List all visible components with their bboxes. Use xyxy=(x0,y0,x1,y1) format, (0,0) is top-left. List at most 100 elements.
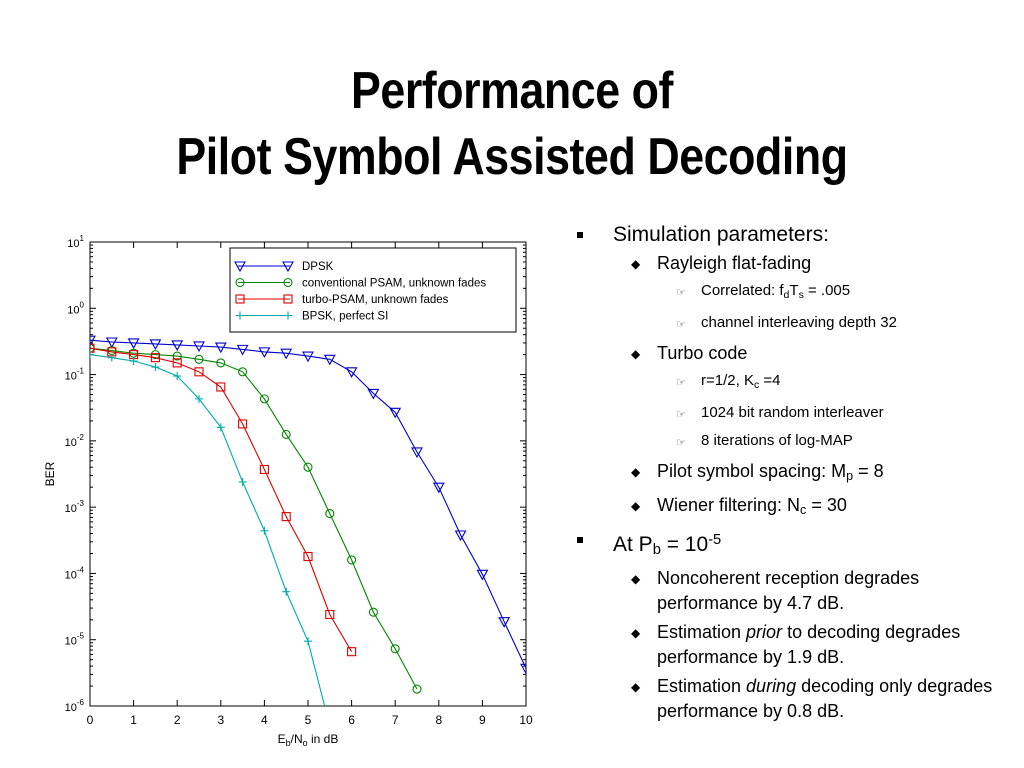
square-marker xyxy=(194,367,204,377)
diamond-bullet-icon: ◆ xyxy=(631,626,641,640)
bullet-at-pb: At Pb = 10-5 ◆ Noncoherent reception deg… xyxy=(575,527,1015,724)
at-mid: = 10 xyxy=(660,533,709,556)
plus-marker xyxy=(107,353,116,362)
triangle-down-marker xyxy=(234,261,246,273)
bullet-rate: ☞ r=1/2, Kc =4 xyxy=(575,371,1015,395)
triangle-down-marker xyxy=(214,342,227,354)
legend-box xyxy=(229,247,517,333)
triangle-down-marker xyxy=(302,351,314,363)
bullet-during: ◆ Estimation during decoding only degrad… xyxy=(575,674,1015,724)
triangle-down-marker xyxy=(236,344,249,356)
bullet-interleaving: ☞ channel interleaving depth 32 xyxy=(575,313,1015,333)
legend-label: conventional PSAM, unknown fades xyxy=(302,278,486,290)
diamond-bullet-icon: ◆ xyxy=(631,680,641,694)
x-label-sub-o: o xyxy=(303,738,308,748)
ber-chart: 0 1 2 3 4 5 6 7 8 9 10 10110010-110-210-310-410-51… xyxy=(43,234,533,748)
y-tick-label: 101 xyxy=(67,234,84,250)
x-label-tail: in dB xyxy=(308,732,339,746)
series-line xyxy=(90,347,353,652)
plus-marker xyxy=(90,350,94,359)
y-tick-label: 10-5 xyxy=(65,632,85,648)
pilot-value: = 8 xyxy=(853,461,884,481)
rate-prefix: r=1/2, K xyxy=(701,372,754,389)
diamond-bullet-icon: ◆ xyxy=(631,347,641,361)
plus-marker xyxy=(216,423,225,432)
circle-marker xyxy=(235,277,245,288)
circle-marker xyxy=(325,509,335,519)
diamond-bullet-icon: ◆ xyxy=(631,499,641,513)
series-layer xyxy=(90,335,526,706)
x-tick-label: 8 xyxy=(435,713,442,727)
y-tick-label: 10-6 xyxy=(65,698,85,714)
at-sup: -5 xyxy=(708,532,722,548)
pilot-prefix: Pilot symbol spacing: M xyxy=(657,461,847,481)
triangle-down-marker xyxy=(323,354,336,366)
legend: DPSK conventional PSAM, unknown fades turb… xyxy=(229,247,517,333)
legend-entry: turbo-PSAM, unknown fades xyxy=(235,294,449,306)
diamond-bullet-icon: ◆ xyxy=(631,572,641,586)
plus-marker xyxy=(238,477,247,486)
x-label-sub-b: b xyxy=(286,738,291,748)
x-label-n: /N xyxy=(291,732,303,746)
square-marker xyxy=(283,294,293,304)
pointing-hand-bullet-icon: ☞ xyxy=(676,437,686,449)
bullet-turbo-code: ◆ Turbo code ☞ r=1/2, Kc =4 ☞ 1024 bit r… xyxy=(575,341,1015,451)
x-tick-label: 10 xyxy=(519,713,533,727)
triangle-down-marker xyxy=(105,337,118,349)
x-tick-label: 0 xyxy=(87,713,94,727)
pointing-hand-bullet-icon: ☞ xyxy=(676,409,686,421)
square-marker xyxy=(347,647,357,657)
square-marker xyxy=(238,419,248,429)
correlated-sub-d: d xyxy=(783,289,790,301)
series-line xyxy=(90,339,526,669)
series-1 xyxy=(90,343,422,694)
plus-marker xyxy=(129,357,138,366)
legend-entry: BPSK, perfect SI xyxy=(236,311,388,323)
square-marker xyxy=(281,512,291,522)
bullet-text: Rayleigh flat-fading xyxy=(657,253,812,273)
square-marker xyxy=(303,551,313,562)
bullet-text: Noncoherent reception degrades performan… xyxy=(657,568,920,613)
series-line xyxy=(90,354,326,706)
circle-marker xyxy=(216,358,226,368)
title-line-2: Pilot Symbol Assisted Decoding xyxy=(176,128,848,186)
triangle-down-marker xyxy=(367,388,380,400)
bullet-iterations: ☞ 8 iterations of log-MAP xyxy=(575,431,1015,451)
series-2 xyxy=(90,343,357,657)
prior-pre: Estimation xyxy=(657,622,747,642)
circle-marker xyxy=(412,684,422,694)
slide-title: Performance of Pilot Symbol Assisted Dec… xyxy=(0,58,1024,190)
series-line xyxy=(90,347,418,690)
bullet-simulation-parameters: Simulation parameters: ◆ Rayleigh flat-f… xyxy=(575,222,1015,523)
legend-label: BPSK, perfect SI xyxy=(302,311,388,323)
y-axis-ticks: 101 100 10-1 10-2 10-3 10-4 10-5 10-6 xyxy=(65,234,526,714)
y-tick-label: 100 xyxy=(67,300,84,316)
x-tick-label: 1 xyxy=(130,713,137,727)
pointing-hand-bullet-icon: ☞ xyxy=(676,287,686,299)
during-em: during xyxy=(746,676,797,696)
triangle-down-marker xyxy=(389,407,402,419)
x-tick-label: 9 xyxy=(479,713,486,727)
bullet-wiener: ◆ Wiener filtering: Nc = 30 xyxy=(575,493,1015,523)
square-bullet-icon xyxy=(577,537,583,543)
y-tick-label: 10-2 xyxy=(65,433,85,449)
bullet-text: 1024 bit random interleaver xyxy=(701,404,884,421)
triangle-down-marker xyxy=(432,482,445,494)
circle-marker xyxy=(283,277,293,288)
triangle-down-marker xyxy=(498,617,511,628)
square-marker xyxy=(150,353,160,363)
x-tick-label: 3 xyxy=(217,713,224,727)
triangle-down-marker xyxy=(127,338,140,350)
pointing-hand-bullet-icon: ☞ xyxy=(676,319,686,331)
bullet-rayleigh: ◆ Rayleigh flat-fading ☞ Correlated: fdT… xyxy=(575,251,1015,333)
triangle-down-marker xyxy=(476,569,489,581)
triangle-down-marker xyxy=(193,341,205,353)
correlated-prefix: Correlated: f xyxy=(701,282,784,299)
rate-value: =4 xyxy=(759,372,781,389)
legend-label: DPSK xyxy=(302,261,334,273)
plus-marker xyxy=(282,587,291,596)
series-0 xyxy=(90,335,526,675)
triangle-down-marker xyxy=(345,367,358,378)
plus-marker xyxy=(304,637,312,646)
triangle-down-marker xyxy=(258,347,271,359)
